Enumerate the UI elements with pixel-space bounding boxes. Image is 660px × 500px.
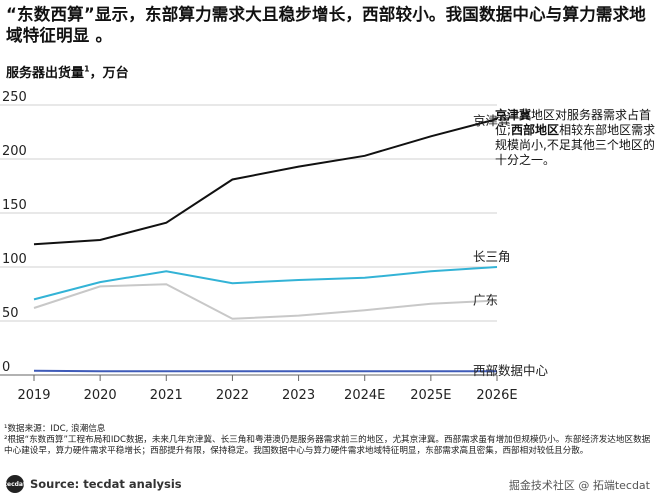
footnote-2: ²根据“东数西算”工程布局和IDC数据，未来几年京津冀、长三角和粤港澳仍是服务器… [4,435,651,456]
x-tick-label: 2026E [476,388,517,403]
annotation-text-2: 相较东部地区需求规模尚小,不足其他三个地区的十分之一。 [495,123,656,167]
annotation-bold-1: 京津冀 [495,108,532,122]
x-tick-label: 2024E [344,388,385,403]
y-tick-label: 250 [2,90,27,105]
source-text: Source: tecdat analysis [30,477,182,491]
y-tick-label: 50 [2,306,19,321]
series-line [33,266,498,301]
y-tick-label: 0 [2,360,10,375]
y-axis-title-text: 服务器出货量 [6,66,85,81]
x-tick-label: 2022 [216,388,249,403]
series-line [33,118,498,246]
series-line [33,283,498,320]
series-label: 长三角 [473,249,511,264]
series-label: 京津冀 [473,113,511,128]
chart-title: “东数西算”显示，东部算力需求大且稳步增长，西部较小。我国数据中心与算力需求地域… [6,5,646,45]
line-chart: 0 50 100 150 200 250 2019 2020 2021 2022 2023 2024E… [0,90,549,403]
footnote-1: ¹数据来源：IDC, 浪潮信息 [4,424,106,434]
y-tick-label: 200 [2,144,27,159]
chart-annotation: 京津冀地区对服务器需求占首位;西部地区相较东部地区需求规模尚小,不足其他三个地区… [495,108,657,168]
x-tick-label: 2019 [17,388,50,403]
y-axis-unit: ，万台 [89,66,129,81]
x-tick-label: 2023 [282,388,315,403]
source-line: tecdat Source: tecdat analysis [4,475,182,493]
y-tick-label: 150 [2,198,27,213]
series-label: 西部数据中心 [473,363,549,378]
x-tick-label: 2025E [410,388,451,403]
y-axis-title: 服务器出货量1，万台 [6,62,129,81]
x-tick-label: 2020 [84,388,117,403]
series-line [33,369,497,373]
watermark: 掘金技术社区 @ 拓端tecdat [508,479,650,492]
y-axis-title-footnote-mark: 1 [84,64,90,74]
annotation-text-1: 地区对服务器需求占首位; [495,108,652,137]
x-tick-label: 2021 [150,388,183,403]
series-label: 广东 [473,292,498,307]
tecdat-logo-icon: tecdat [4,475,26,493]
footnotes: ¹数据来源：IDC, 浪潮信息 ²根据“东数西算”工程布局和IDC数据，未来几年… [4,424,658,457]
annotation-bold-2: 西部地区 [511,123,560,137]
y-tick-label: 100 [2,252,27,267]
